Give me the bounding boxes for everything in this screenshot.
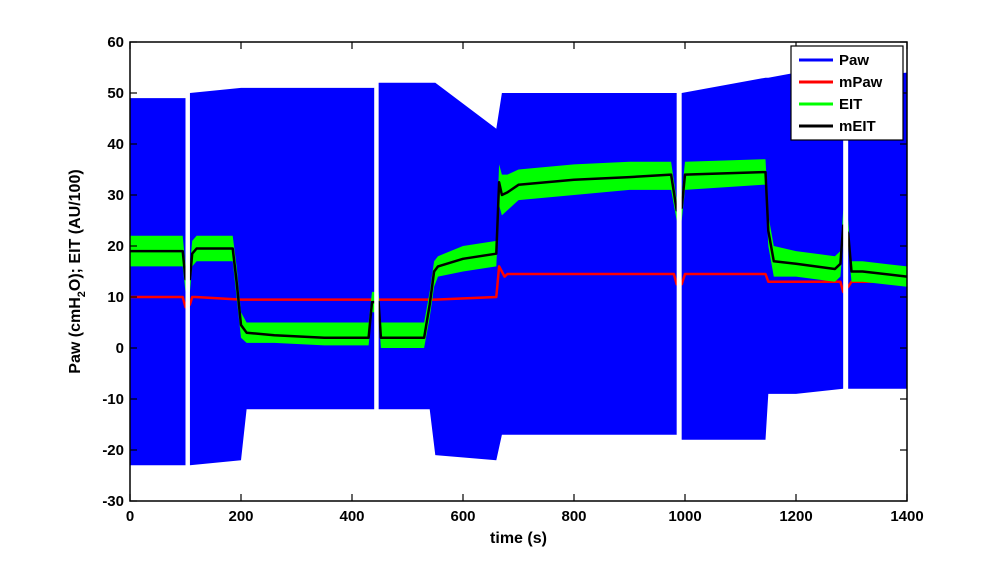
legend-box (790, 45, 904, 141)
x-tick-label: 800 (561, 508, 586, 525)
series-mpaw-line (130, 265, 907, 309)
y-axis-label-part-2: O); EIT (AU/100) (67, 169, 84, 291)
signal-gap-1 (185, 43, 190, 500)
y-axis-ticks: -30 -20 -10 0 10 20 30 40 50 60 (102, 34, 907, 510)
y-tick-label: 40 (107, 136, 124, 153)
x-tick-label: 600 (450, 508, 475, 525)
signal-gap-4 (843, 43, 849, 500)
x-tick-label: 0 (126, 508, 134, 525)
legend-label-meit: mEIT (839, 118, 876, 135)
y-tick-label: 30 (107, 187, 124, 204)
plot-content (130, 67, 907, 466)
x-tick-label: 1000 (668, 508, 701, 525)
gap-layer (185, 43, 849, 500)
legend-label-paw: Paw (839, 52, 869, 69)
signal-gap-3 (676, 43, 682, 500)
legend-label-mpaw: mPaw (839, 74, 883, 91)
y-axis-label-subscript: 2 (76, 291, 88, 297)
series-eit-band (130, 159, 907, 348)
plot-frame (129, 41, 908, 502)
legend: Paw mPaw EIT mEIT (790, 45, 904, 141)
x-axis-ticks: 0 200 400 600 800 1000 1200 1400 (126, 42, 924, 525)
y-tick-label: 0 (116, 340, 124, 357)
y-tick-label: 60 (107, 34, 124, 51)
series-meit-line (130, 170, 907, 340)
x-tick-label: 400 (339, 508, 364, 525)
y-tick-label: -30 (102, 493, 124, 510)
y-tick-label: 50 (107, 85, 124, 102)
x-tick-label: 1200 (779, 508, 812, 525)
y-tick-label: 20 (107, 238, 124, 255)
y-tick-label: -10 (102, 391, 124, 408)
y-axis-label: Paw (cmH2O); EIT (AU/100) (67, 169, 88, 373)
y-axis-label-part-1: Paw (cmH (67, 297, 84, 373)
y-tick-label: 10 (107, 289, 124, 306)
x-tick-label: 200 (228, 508, 253, 525)
legend-label-eit: EIT (839, 96, 862, 113)
signal-gap-2 (374, 43, 379, 500)
x-tick-label: 1400 (890, 508, 923, 525)
x-axis-label: time (s) (490, 530, 547, 547)
y-tick-label: -20 (102, 442, 124, 459)
